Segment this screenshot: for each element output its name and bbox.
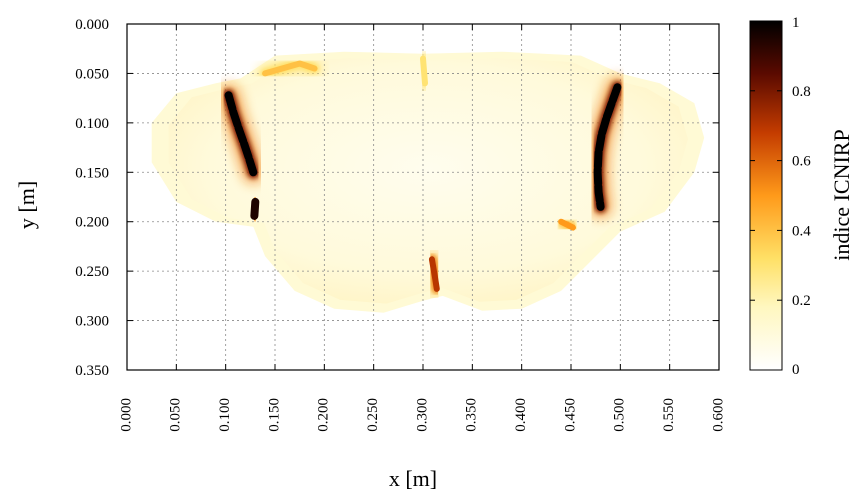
x-axis-title: x [m] [389, 466, 437, 490]
y-tick-label: 0.350 [75, 363, 109, 379]
hotspot-top-left-ridge [257, 55, 323, 82]
hotspot-top-center-line [415, 50, 433, 92]
hotspot-core [558, 218, 576, 231]
y-axis: 0.000 0.050 0.100 0.150 0.200 0.250 0.300 0.350 [75, 17, 719, 379]
x-tick-label: 0.250 [365, 398, 381, 432]
x-tick-label: 0.300 [414, 398, 430, 432]
x-tick-label: 0.550 [661, 398, 677, 432]
x-tick-label: 0.150 [266, 398, 282, 432]
colorbar-tick-label: 0.2 [792, 293, 811, 309]
colorbar-tick-label: 0 [792, 362, 800, 378]
hotspot-core [224, 91, 258, 177]
body-inner-glow [168, 58, 688, 304]
x-tick-label: 0.350 [464, 398, 480, 432]
hotspot-right-lower-spot [553, 213, 581, 236]
hotspots [217, 50, 629, 297]
heatmap-body [151, 51, 705, 313]
y-axis-title: y [m] [14, 181, 39, 229]
x-tick-label: 0.050 [168, 398, 184, 432]
colorbar-tick-label: 0.4 [792, 223, 811, 239]
hotspot-core [262, 60, 318, 77]
y-tick-label: 0.100 [75, 116, 109, 132]
hotspot-bottom-center [423, 251, 445, 297]
colorbar-tick-label: 1 [792, 15, 800, 31]
hotspot-core [593, 83, 622, 211]
x-tick-label: 0.450 [562, 398, 578, 432]
y-tick-label: 0.000 [75, 17, 109, 33]
x-tick-label: 0.200 [316, 398, 332, 432]
x-tick-label: 0.000 [118, 398, 134, 432]
colorbar [749, 20, 783, 371]
hotspot-core [250, 197, 260, 221]
colorbar-tick-label: 0.8 [792, 84, 811, 100]
y-tick-label: 0.150 [75, 165, 109, 181]
y-tick-label: 0.050 [75, 66, 109, 82]
x-tick-label: 0.100 [217, 398, 233, 432]
hotspot-core [420, 55, 428, 87]
colorbar-tick-label: 0.6 [792, 154, 811, 170]
x-tick-label: 0.400 [513, 398, 529, 432]
y-tick-label: 0.200 [75, 215, 109, 231]
colorbar-title: indice ICNIRP [829, 129, 854, 260]
hotspot-left-arc [217, 84, 265, 184]
colorbar-ticks: 0 0.2 0.4 0.6 0.8 1 [750, 15, 811, 378]
x-tick-label: 0.500 [612, 398, 628, 432]
hotspot-core [428, 256, 440, 292]
y-tick-label: 0.250 [75, 264, 109, 280]
x-tick-label: 0.600 [710, 398, 726, 432]
y-tick-label: 0.300 [75, 314, 109, 330]
x-axis: 0.000 0.050 0.100 0.150 0.200 0.250 0.300 0.350… [118, 24, 726, 432]
hotspot-right-arc [586, 76, 629, 218]
hotspot-left-arc-lower [243, 190, 267, 228]
